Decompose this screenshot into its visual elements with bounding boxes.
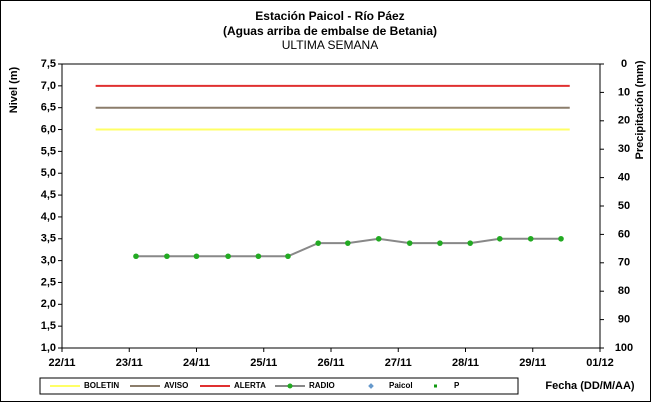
series-point bbox=[315, 240, 322, 246]
legend-label: ALERTA bbox=[234, 381, 266, 390]
series-point bbox=[558, 235, 564, 242]
y2-tick-label: 50 bbox=[618, 200, 630, 212]
legend-swatch bbox=[434, 384, 437, 388]
series-point bbox=[406, 240, 413, 246]
y2-tick-label: 0 bbox=[621, 58, 627, 70]
chart-subtitle: (Aguas arriba de embalse de Betania) bbox=[223, 24, 437, 38]
legend-swatch bbox=[287, 383, 293, 389]
x-tick-label: 28/11 bbox=[452, 357, 479, 369]
y-tick-label: 3,5 bbox=[41, 233, 56, 245]
y2-tick-label: 60 bbox=[618, 228, 630, 240]
y-tick-label: 4,0 bbox=[41, 211, 56, 223]
y2-tick-label: 20 bbox=[618, 115, 630, 127]
y-tick-label: 5,5 bbox=[41, 145, 56, 157]
y2-tick-label: 70 bbox=[618, 257, 630, 269]
y-tick-label: 7,0 bbox=[41, 80, 56, 92]
chart-subtitle: ULTIMA SEMANA bbox=[282, 38, 378, 52]
y2-axis-label: Precipitación (mm) bbox=[634, 60, 646, 159]
y-tick-label: 5,0 bbox=[41, 167, 56, 179]
series-point bbox=[345, 240, 351, 246]
x-tick-label: 23/11 bbox=[116, 357, 143, 369]
series-point bbox=[164, 253, 170, 260]
series-point bbox=[527, 235, 534, 242]
legend bbox=[39, 377, 519, 395]
series-point bbox=[467, 240, 474, 246]
y2-tick-label: 80 bbox=[618, 285, 630, 297]
legend-swatch bbox=[368, 383, 374, 389]
y-tick-label: 2,0 bbox=[41, 298, 56, 310]
y-tick-label: 7,5 bbox=[41, 58, 56, 70]
legend-label: BOLETIN bbox=[84, 381, 119, 390]
series-point bbox=[193, 253, 200, 260]
y-tick-label: 6,5 bbox=[41, 102, 56, 114]
plot-area bbox=[61, 63, 601, 349]
y-tick-label: 1,0 bbox=[41, 342, 56, 354]
chart-title: Estación Paicol - Río Páez bbox=[255, 9, 404, 23]
x-tick-label: 22/11 bbox=[49, 357, 76, 369]
y2-tick-label: 90 bbox=[618, 314, 630, 326]
y2-tick-label: 40 bbox=[618, 172, 630, 184]
series-point bbox=[496, 235, 503, 242]
x-tick-label: 27/11 bbox=[385, 357, 412, 369]
x-axis-label: Fecha (DD/M/AA) bbox=[545, 380, 635, 392]
x-tick-label: 26/11 bbox=[318, 357, 345, 369]
y-tick-label: 1,5 bbox=[41, 320, 56, 332]
legend-label: RADIO bbox=[309, 381, 335, 390]
series-point bbox=[225, 253, 231, 260]
x-tick-label: 25/11 bbox=[250, 357, 277, 369]
y-tick-label: 2,5 bbox=[41, 276, 56, 288]
x-tick-label: 01/12 bbox=[586, 357, 614, 369]
legend-label: P bbox=[454, 381, 460, 390]
legend-label: AVISO bbox=[164, 381, 188, 390]
series-point bbox=[437, 240, 443, 246]
y2-tick-label: 30 bbox=[618, 143, 630, 155]
y-tick-label: 4,5 bbox=[41, 189, 56, 201]
y2-tick-label: 10 bbox=[618, 86, 630, 98]
y2-tick-label: 100 bbox=[615, 342, 633, 354]
x-tick-label: 29/11 bbox=[519, 357, 546, 369]
legend-label: Paicol bbox=[389, 381, 413, 390]
series-point bbox=[133, 253, 139, 260]
y-tick-label: 6,0 bbox=[41, 123, 56, 135]
series-point bbox=[375, 235, 382, 242]
x-tick-label: 24/11 bbox=[183, 357, 210, 369]
y-tick-label: 3,0 bbox=[41, 255, 56, 267]
y-axis-label: Nivel (m) bbox=[8, 66, 20, 113]
series-point bbox=[285, 253, 291, 260]
series-point bbox=[255, 253, 262, 260]
